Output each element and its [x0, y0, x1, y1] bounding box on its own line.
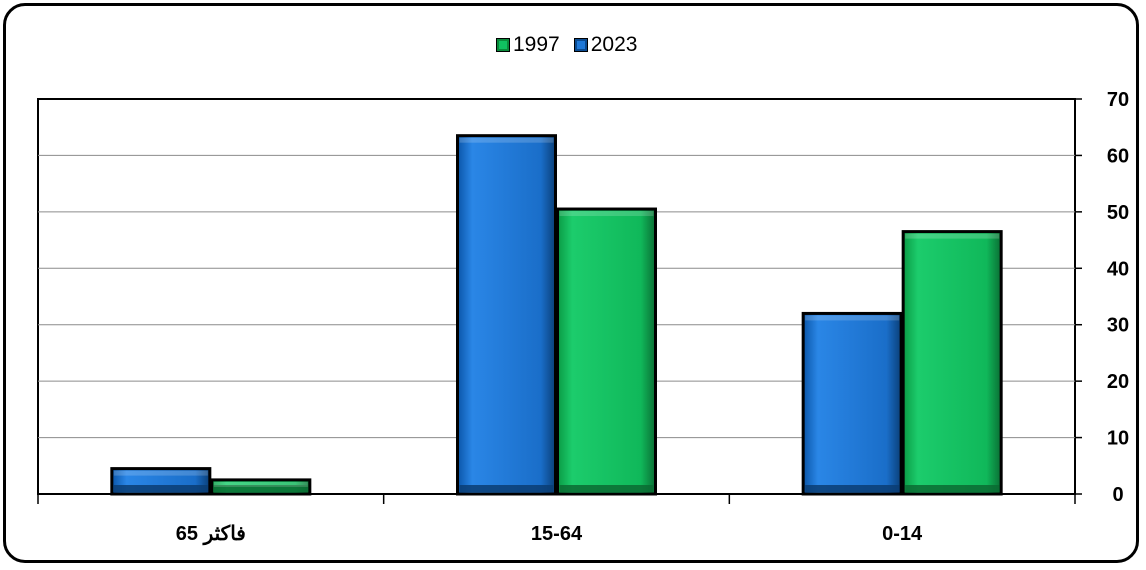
y-tick-label: 0 — [1112, 484, 1123, 506]
legend-item-2023: 2023 — [573, 33, 638, 57]
bar-bevel-1997-1 — [559, 485, 654, 492]
bar-highlight-1997-2 — [905, 233, 1000, 239]
legend-swatch-1997 — [496, 38, 510, 52]
y-tick-label: 30 — [1107, 315, 1129, 337]
chart-legend: 1997 2023 — [496, 33, 637, 57]
bar-2023-2 — [801, 311, 903, 496]
bar-bevel-2023-1 — [459, 485, 554, 492]
bar-1997-2 — [901, 230, 1003, 496]
x-tick-label: 15-64 — [531, 523, 583, 545]
y-tick-label: 20 — [1107, 371, 1129, 393]
y-tick-label: 40 — [1107, 258, 1129, 280]
bar-bevel-2023-0 — [113, 485, 208, 492]
legend-swatch-2023 — [573, 38, 588, 52]
bar-highlight-1997-1 — [559, 211, 654, 217]
legend-label-2023: 2023 — [590, 33, 638, 56]
bar-bevel-1997-2 — [905, 485, 1000, 492]
x-tick-label: 65 فاكثر — [176, 523, 246, 546]
legend-label-1997: 1997 — [513, 33, 560, 56]
legend-item-1997: 1997 — [496, 33, 560, 57]
y-tick-label: 70 — [1107, 89, 1129, 111]
y-tick-label: 50 — [1107, 202, 1129, 224]
bar-highlight-1997-0 — [213, 481, 308, 487]
bar-bevel-2023-2 — [805, 485, 900, 492]
bar-highlight-2023-2 — [805, 315, 900, 321]
bar-highlight-2023-0 — [113, 470, 208, 476]
y-tick-label: 60 — [1107, 145, 1129, 167]
y-tick-label: 10 — [1107, 428, 1129, 450]
bar-1997-1 — [556, 207, 657, 496]
bar-bevel-1997-0 — [213, 485, 308, 492]
x-tick-label: 0-14 — [882, 523, 923, 545]
bar-2023-1 — [456, 134, 557, 496]
bar-highlight-2023-1 — [459, 137, 554, 143]
